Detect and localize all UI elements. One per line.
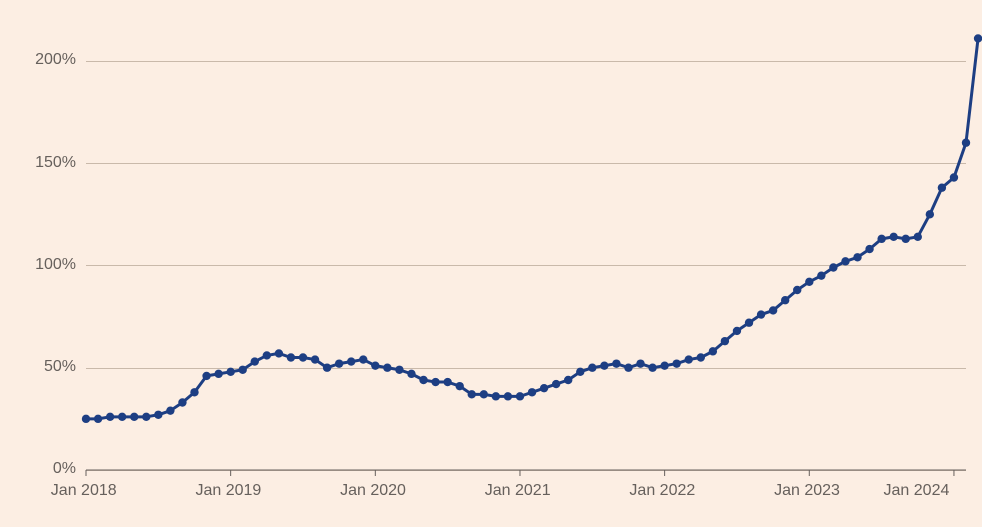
series-marker	[287, 353, 295, 361]
x-axis-label: Jan 2022	[629, 482, 695, 500]
series-marker	[311, 355, 319, 363]
series-marker	[950, 173, 958, 181]
series-marker	[600, 361, 608, 369]
series-marker	[974, 34, 982, 42]
series-marker	[938, 184, 946, 192]
series-marker	[733, 327, 741, 335]
series-marker	[660, 361, 668, 369]
x-axis-label: Jan 2019	[195, 482, 261, 500]
x-axis-label: Jan 2018	[51, 482, 117, 500]
series-marker	[588, 364, 596, 372]
series-marker	[721, 337, 729, 345]
series-marker	[914, 233, 922, 241]
series-marker	[672, 359, 680, 367]
series-marker	[564, 376, 572, 384]
series-marker	[685, 355, 693, 363]
series-marker	[226, 368, 234, 376]
series-marker	[926, 210, 934, 218]
series-marker	[902, 235, 910, 243]
x-axis-label: Jan 2023	[774, 482, 840, 500]
series-marker	[468, 390, 476, 398]
series-marker	[166, 406, 174, 414]
series-marker	[431, 378, 439, 386]
series-marker	[781, 296, 789, 304]
x-axis-label: Jan 2020	[340, 482, 406, 500]
series-marker	[829, 263, 837, 271]
series-marker	[636, 359, 644, 367]
series-marker	[239, 366, 247, 374]
series-marker	[504, 392, 512, 400]
series-marker	[877, 235, 885, 243]
series-marker	[540, 384, 548, 392]
series-marker	[805, 278, 813, 286]
line-chart: 0%50%100%150%200%Jan 2018Jan 2019Jan 202…	[0, 0, 982, 527]
series-marker	[576, 368, 584, 376]
series-marker	[889, 233, 897, 241]
series-marker	[793, 286, 801, 294]
series-marker	[480, 390, 488, 398]
series-marker	[130, 413, 138, 421]
series-marker	[407, 370, 415, 378]
series-marker	[202, 372, 210, 380]
series-marker	[624, 364, 632, 372]
series-marker	[82, 415, 90, 423]
series-marker	[516, 392, 524, 400]
series-marker	[769, 306, 777, 314]
series-marker	[395, 366, 403, 374]
series-marker	[347, 357, 355, 365]
series-marker	[335, 359, 343, 367]
series-marker	[214, 370, 222, 378]
series-marker	[371, 361, 379, 369]
series-marker	[648, 364, 656, 372]
series-marker	[962, 139, 970, 147]
series-marker	[190, 388, 198, 396]
series-marker	[456, 382, 464, 390]
series-marker	[865, 245, 873, 253]
series-marker	[383, 364, 391, 372]
series-marker	[528, 388, 536, 396]
series-marker	[443, 378, 451, 386]
series-line	[86, 38, 978, 418]
series-marker	[709, 347, 717, 355]
x-axis-label: Jan 2024	[884, 482, 950, 500]
x-axis-label: Jan 2021	[485, 482, 551, 500]
series-marker	[757, 310, 765, 318]
series-marker	[817, 271, 825, 279]
series-marker	[841, 257, 849, 265]
series-marker	[154, 411, 162, 419]
series-marker	[323, 364, 331, 372]
series-marker	[299, 353, 307, 361]
chart-svg	[0, 0, 982, 527]
series-marker	[552, 380, 560, 388]
series-marker	[142, 413, 150, 421]
series-marker	[106, 413, 114, 421]
series-marker	[853, 253, 861, 261]
series-marker	[745, 319, 753, 327]
series-marker	[419, 376, 427, 384]
series-marker	[697, 353, 705, 361]
series-marker	[178, 398, 186, 406]
series-marker	[94, 415, 102, 423]
series-marker	[251, 357, 259, 365]
series-marker	[359, 355, 367, 363]
series-marker	[492, 392, 500, 400]
series-marker	[275, 349, 283, 357]
series-marker	[263, 351, 271, 359]
series-marker	[118, 413, 126, 421]
series-marker	[612, 359, 620, 367]
